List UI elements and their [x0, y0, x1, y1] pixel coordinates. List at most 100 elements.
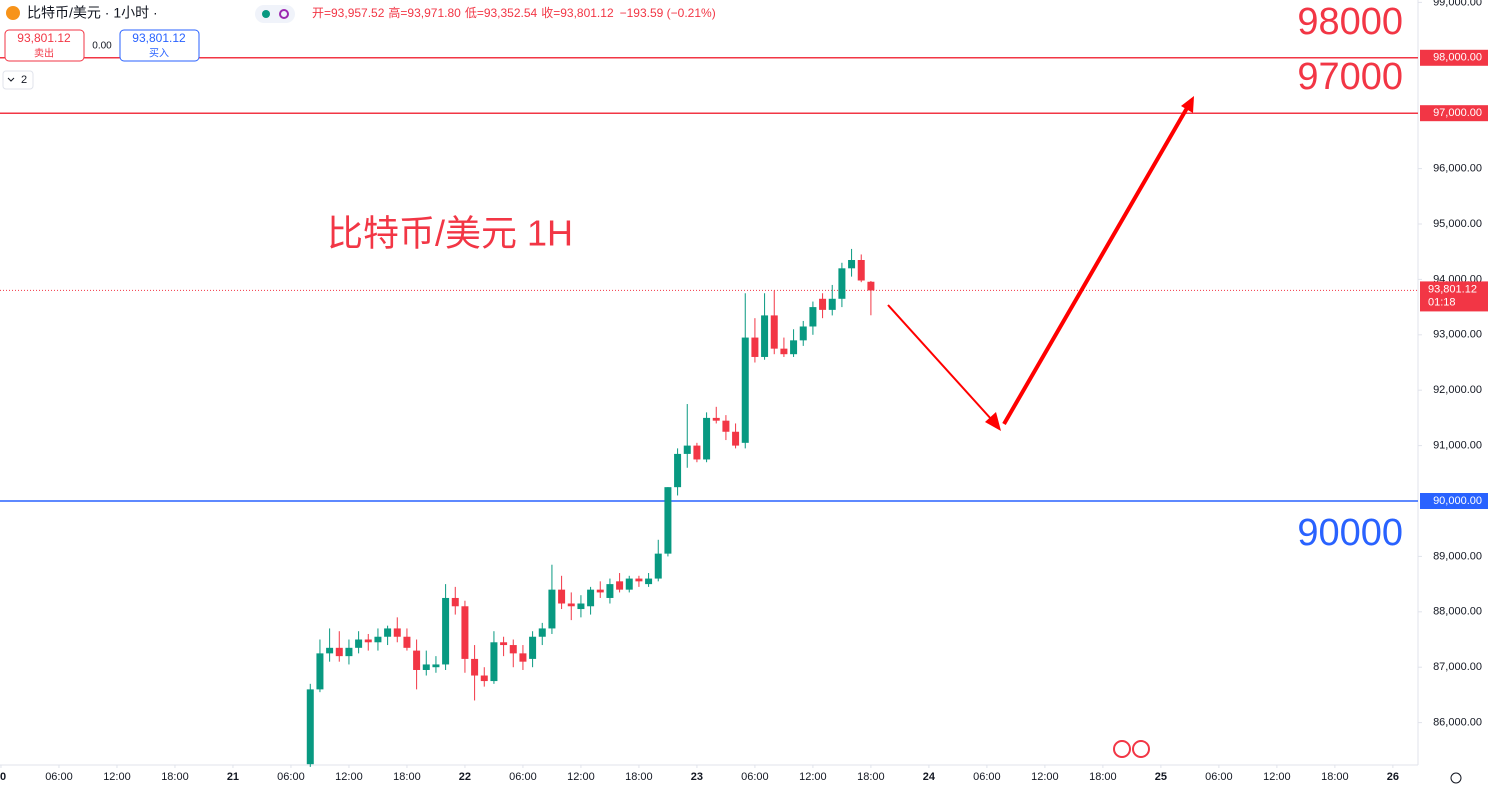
x-tick-label: 18:00	[857, 771, 885, 783]
x-tick-label: 25	[1155, 771, 1167, 783]
y-tick-label: 95,000.00	[1433, 218, 1482, 230]
level-axis-label: 90,000.00	[1433, 495, 1482, 507]
buy-price: 93,801.12	[132, 31, 186, 45]
y-tick-label: 88,000.00	[1433, 606, 1482, 618]
ohlc-item: 开=93,957.52	[312, 6, 385, 20]
candle-body	[867, 281, 875, 291]
candle-body	[577, 603, 585, 610]
y-tick-label: 91,000.00	[1433, 440, 1482, 452]
candle-body	[799, 326, 807, 341]
x-tick-label: 06:00	[741, 771, 769, 783]
sell-label: 卖出	[34, 47, 54, 60]
share-icon	[279, 9, 289, 19]
settings-icon[interactable]	[1450, 772, 1462, 784]
change: −193.59 (−0.21%)	[620, 6, 716, 20]
x-tick-label: 12:00	[1263, 771, 1291, 783]
candle-body	[828, 298, 836, 310]
candle-body	[384, 628, 392, 637]
ohlc-item: 低=93,352.54	[465, 6, 538, 20]
x-tick-label: 12:00	[1031, 771, 1059, 783]
x-tick-label: 06:00	[509, 771, 537, 783]
indicator-count: 2	[21, 74, 27, 86]
level-label-box	[1420, 49, 1488, 66]
candle-body	[345, 647, 353, 657]
x-tick-label: 18:00	[625, 771, 653, 783]
event-icon[interactable]	[1132, 740, 1150, 758]
candle-body	[567, 603, 575, 607]
indicator-toggle[interactable]	[2, 70, 34, 90]
x-tick-label: 0	[0, 771, 6, 783]
candle-body	[625, 578, 633, 590]
last-price-box	[1420, 281, 1488, 312]
event-icon[interactable]	[1113, 740, 1131, 758]
candle-body	[693, 445, 701, 460]
candle-body	[461, 606, 469, 659]
x-tick-label: 18:00	[1321, 771, 1349, 783]
candle-body	[538, 628, 546, 637]
candle-body	[732, 431, 740, 446]
candle-body	[509, 645, 517, 654]
y-tick-label: 96,000.00	[1433, 162, 1482, 174]
candle-body	[403, 636, 411, 648]
candle-body	[355, 639, 363, 648]
candle-body	[451, 597, 459, 607]
candle-body	[587, 589, 595, 607]
candle-body	[326, 647, 334, 654]
candle-body	[422, 664, 430, 670]
chart-annotation: 比特币/美元 1H	[327, 213, 573, 254]
candle-body	[674, 453, 682, 488]
candle-body	[857, 260, 865, 281]
candle-body	[712, 417, 720, 421]
candle-body	[500, 642, 508, 646]
candle-body	[761, 315, 769, 357]
x-tick-label: 06:00	[45, 771, 73, 783]
candle-body	[654, 553, 662, 579]
level-big-label: 97000	[1297, 56, 1403, 98]
candle-body	[548, 589, 556, 629]
candle-body	[616, 581, 624, 590]
coin-icon	[6, 6, 20, 20]
candle-body	[480, 675, 488, 682]
countdown: 01:18	[1428, 296, 1456, 308]
x-tick-label: 12:00	[335, 771, 363, 783]
buy-label: 买入	[149, 48, 169, 60]
candle-body	[645, 578, 653, 585]
candle-body	[558, 589, 566, 604]
x-tick-label: 12:00	[567, 771, 595, 783]
candle-body	[393, 628, 401, 637]
x-tick-label: 06:00	[1205, 771, 1233, 783]
level-label-box	[1420, 105, 1488, 122]
level-label-box	[1420, 493, 1488, 510]
y-tick-label: 89,000.00	[1433, 550, 1482, 562]
arrow-down	[887, 304, 993, 421]
candle-body	[442, 597, 450, 665]
candle-body	[306, 689, 314, 765]
y-tick-label: 92,000.00	[1433, 384, 1482, 396]
plot-area	[0, 57, 1418, 767]
sell-button[interactable]	[4, 29, 85, 62]
level-axis-label: 97,000.00	[1433, 107, 1482, 119]
x-tick-label: 21	[227, 771, 239, 783]
buy-button[interactable]	[119, 29, 200, 62]
x-tick-label: 06:00	[973, 771, 1001, 783]
candle-body	[809, 307, 817, 327]
candle-body	[413, 650, 421, 670]
spread: 0.00	[92, 41, 112, 52]
x-tick-label: 23	[691, 771, 703, 783]
x-tick-label: 18:00	[393, 771, 421, 783]
candle-body	[683, 445, 691, 454]
x-tick-label: 22	[459, 771, 471, 783]
candle-body	[519, 653, 527, 662]
candle-body	[374, 636, 382, 643]
y-tick-label: 86,000.00	[1433, 717, 1482, 729]
symbol: 比特币/美元 · 1小时 ·	[27, 5, 158, 21]
candle-body	[635, 578, 643, 582]
arrow-up	[1002, 106, 1189, 426]
candle-body	[432, 664, 440, 668]
x-tick-label: 18:00	[1089, 771, 1117, 783]
x-tick-label: 12:00	[103, 771, 131, 783]
candle-body	[490, 642, 498, 682]
candle-body	[364, 639, 372, 643]
candle-body	[335, 647, 343, 657]
